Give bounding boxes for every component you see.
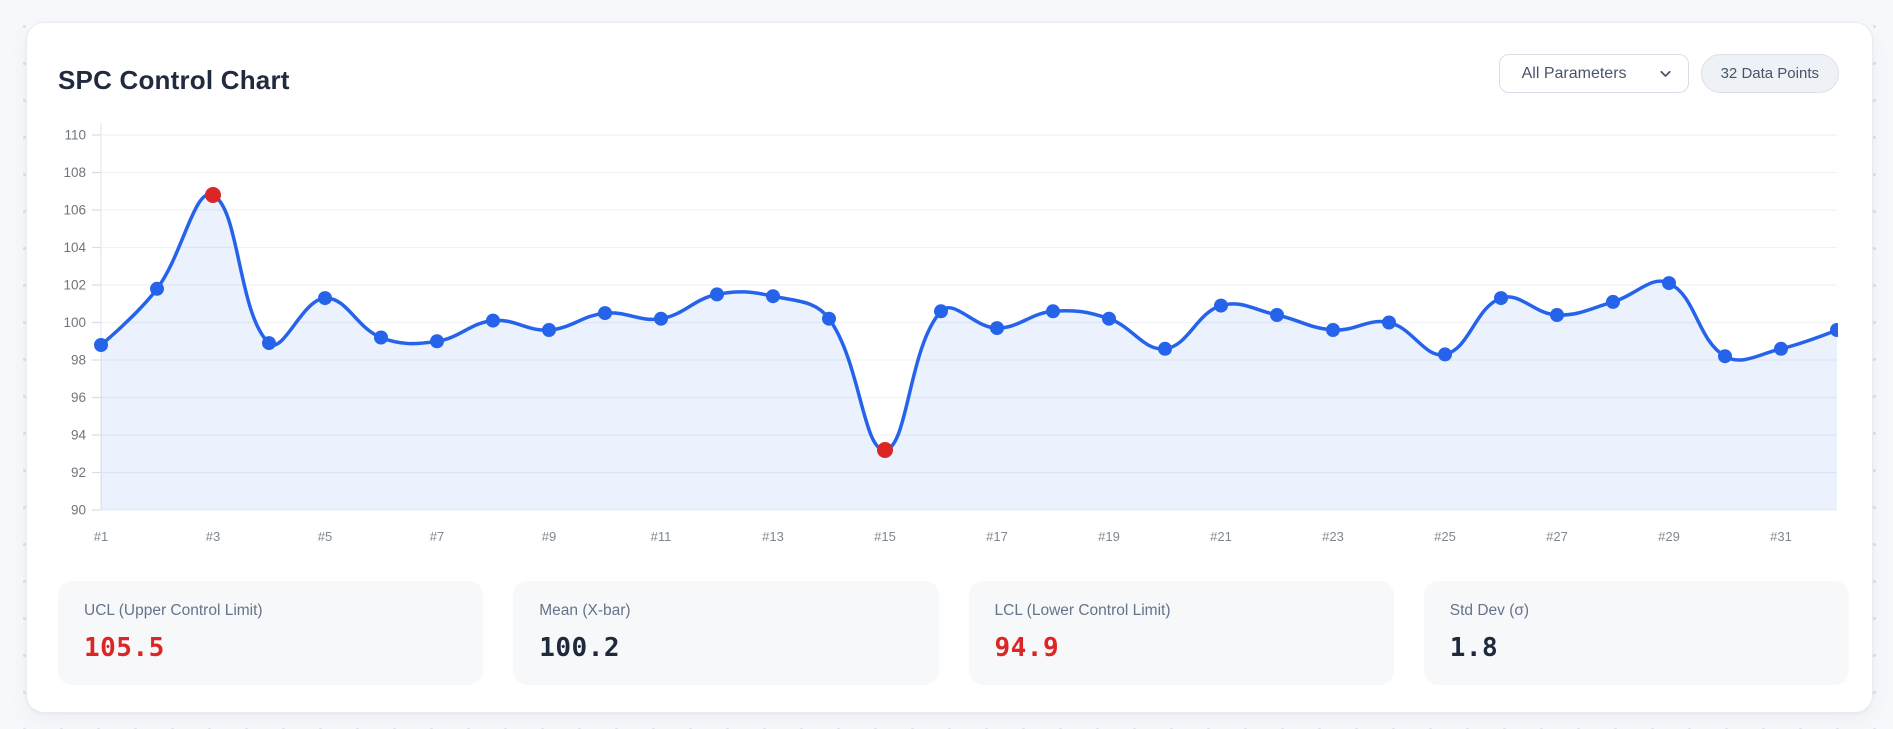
x-axis-label: #9 bbox=[542, 529, 556, 544]
y-axis-label: 106 bbox=[63, 203, 86, 218]
stat-card-mean: Mean (X-bar) 100.2 bbox=[513, 581, 939, 685]
parameter-select[interactable]: All Parameters bbox=[1498, 54, 1689, 93]
stat-value: 105.5 bbox=[84, 633, 165, 663]
stat-label: Std Dev (σ) bbox=[1449, 602, 1530, 619]
data-point[interactable] bbox=[150, 281, 164, 296]
page-title: SPC Control Chart bbox=[58, 65, 290, 95]
data-point[interactable] bbox=[934, 304, 948, 319]
x-axis-label: #13 bbox=[762, 529, 784, 544]
stat-card-stddev: Std Dev (σ) 1.8 bbox=[1423, 581, 1849, 685]
data-point[interactable] bbox=[766, 289, 780, 304]
x-axis-label: #21 bbox=[1210, 529, 1232, 544]
data-point[interactable] bbox=[1606, 294, 1620, 309]
chevron-down-icon bbox=[1657, 65, 1674, 82]
spc-control-chart: 110 108 106 104 102 100 98 96 94 92 90 #1 #3 #5 #7 #9 #1… bbox=[63, 123, 1844, 544]
stat-label: Mean (X-bar) bbox=[539, 602, 631, 619]
stat-card-ucl: UCL (Upper Control Limit) 105.5 bbox=[58, 581, 484, 685]
data-point[interactable] bbox=[94, 338, 108, 352]
chart-controls: All Parameters 32 Data Points bbox=[1498, 54, 1839, 93]
x-axis-label: #5 bbox=[318, 529, 332, 544]
x-axis-label: #29 bbox=[1658, 529, 1680, 544]
data-point[interactable] bbox=[1774, 341, 1788, 356]
y-axis-label: 90 bbox=[71, 503, 86, 518]
y-axis-label: 108 bbox=[63, 165, 86, 180]
x-axis-label: #3 bbox=[206, 529, 220, 544]
series-line bbox=[99, 192, 1839, 452]
series-area-fill bbox=[101, 194, 1837, 510]
data-point[interactable] bbox=[542, 323, 556, 337]
data-point[interactable] bbox=[1662, 276, 1676, 291]
x-axis-label: #19 bbox=[1098, 529, 1120, 544]
data-point[interactable] bbox=[1438, 347, 1452, 362]
data-point[interactable] bbox=[430, 334, 444, 349]
y-axis-label: 96 bbox=[71, 390, 86, 405]
data-point[interactable] bbox=[486, 313, 500, 328]
y-axis-label: 98 bbox=[71, 353, 86, 368]
data-point[interactable] bbox=[1718, 349, 1732, 364]
data-point[interactable] bbox=[654, 311, 668, 326]
stat-value: 94.9 bbox=[994, 633, 1060, 663]
x-axis-label: #31 bbox=[1770, 529, 1792, 544]
out-of-control-point[interactable] bbox=[877, 442, 893, 458]
x-axis-label: #27 bbox=[1546, 529, 1568, 544]
spc-chart-panel: SPC Control Chart All Parameters 32 Data… bbox=[26, 22, 1873, 713]
y-axis-label: 104 bbox=[63, 240, 86, 255]
stat-card-lcl: LCL (Lower Control Limit) 94.9 bbox=[968, 581, 1394, 685]
y-axis-label: 102 bbox=[63, 278, 86, 293]
data-point[interactable] bbox=[1326, 323, 1340, 337]
x-axis-label: #7 bbox=[430, 529, 444, 544]
chart-area: 110 108 106 104 102 100 98 96 94 92 90 #1 #3 #5 #7 #9 #1… bbox=[57, 111, 1844, 576]
x-axis-label: #11 bbox=[651, 529, 672, 544]
stat-value: 100.2 bbox=[539, 633, 621, 663]
data-points-badge: 32 Data Points bbox=[1700, 54, 1839, 93]
data-point[interactable] bbox=[318, 291, 332, 306]
y-axis-label: 110 bbox=[64, 128, 86, 143]
data-point[interactable] bbox=[1550, 308, 1564, 322]
x-axis-label: #23 bbox=[1322, 529, 1344, 544]
data-point[interactable] bbox=[1046, 304, 1060, 319]
data-point[interactable] bbox=[598, 306, 612, 321]
y-axis-label: 94 bbox=[71, 428, 87, 443]
data-point[interactable] bbox=[1382, 315, 1396, 330]
stat-cards: UCL (Upper Control Limit) 105.5 Mean (X-… bbox=[58, 581, 1849, 685]
x-axis-label: #1 bbox=[94, 529, 108, 544]
stat-label: LCL (Lower Control Limit) bbox=[994, 602, 1171, 619]
parameter-select-value: All Parameters bbox=[1521, 64, 1627, 82]
y-axis-label: 92 bbox=[71, 465, 86, 480]
stat-label: UCL (Upper Control Limit) bbox=[84, 602, 263, 619]
x-axis-label: #15 bbox=[874, 529, 896, 544]
data-point[interactable] bbox=[1270, 308, 1284, 322]
data-point[interactable] bbox=[1158, 341, 1172, 356]
y-axis-label: 100 bbox=[63, 315, 86, 330]
data-point[interactable] bbox=[374, 330, 388, 345]
stat-value: 1.8 bbox=[1449, 633, 1499, 663]
data-point[interactable] bbox=[990, 321, 1004, 336]
data-point[interactable] bbox=[1214, 298, 1228, 313]
data-point[interactable] bbox=[1102, 311, 1116, 326]
x-axis-label: #25 bbox=[1434, 529, 1456, 544]
data-point[interactable] bbox=[262, 336, 276, 351]
x-axis-label: #17 bbox=[986, 529, 1008, 544]
data-point[interactable] bbox=[710, 287, 724, 302]
out-of-control-point[interactable] bbox=[205, 187, 221, 203]
data-point[interactable] bbox=[1494, 291, 1508, 306]
data-point[interactable] bbox=[822, 311, 836, 326]
